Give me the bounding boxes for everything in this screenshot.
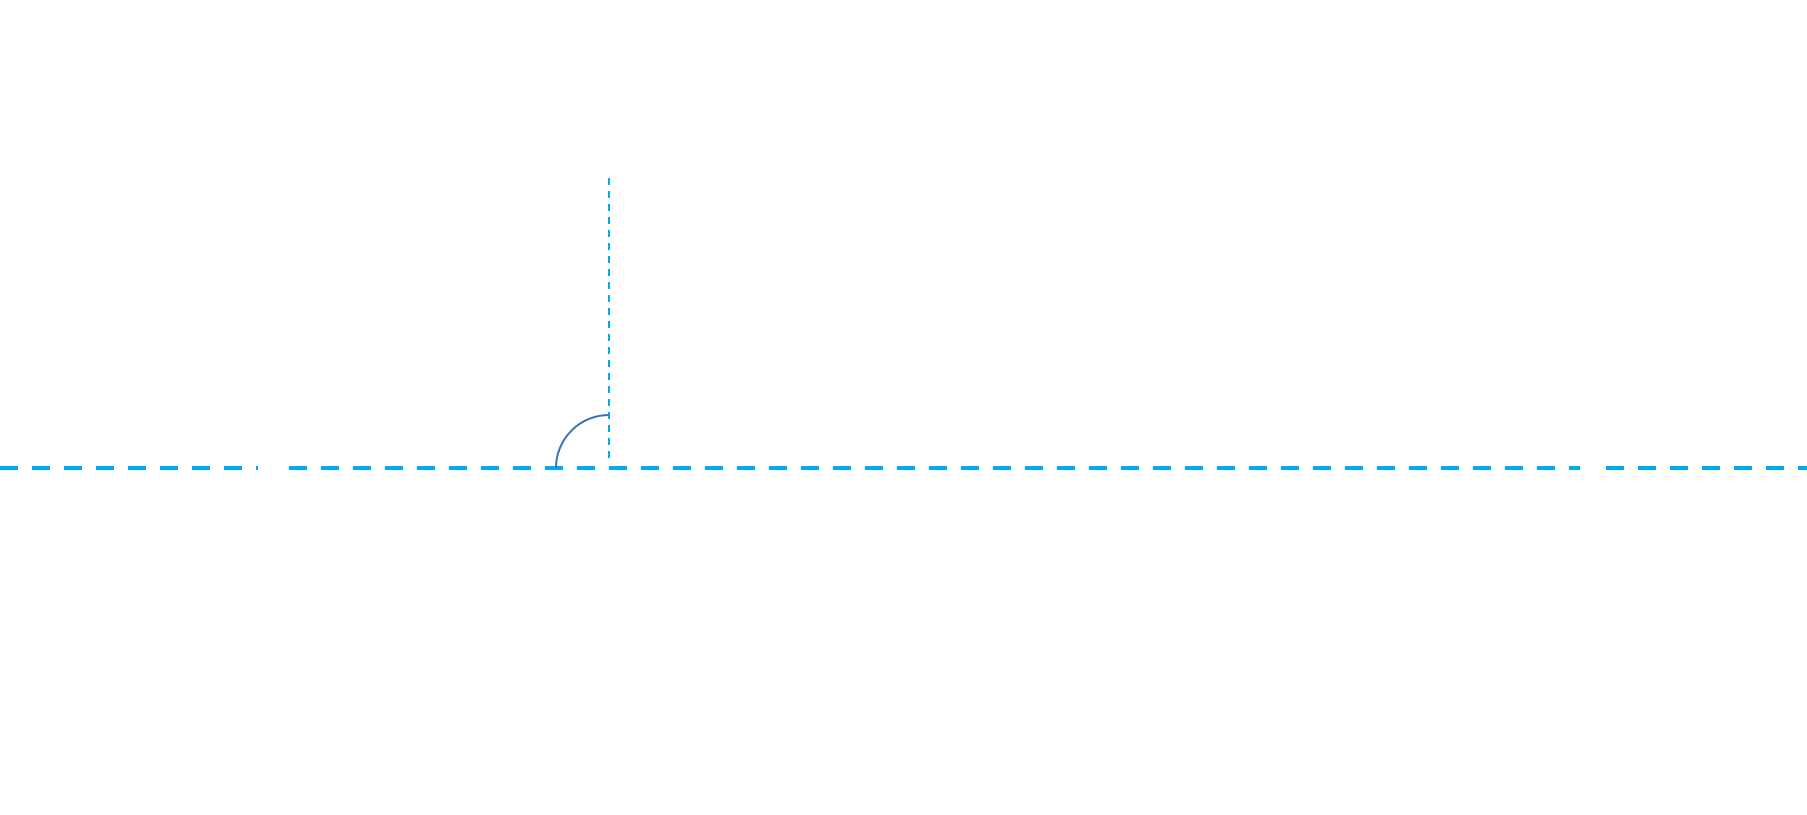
right-angle-arc xyxy=(555,414,610,469)
